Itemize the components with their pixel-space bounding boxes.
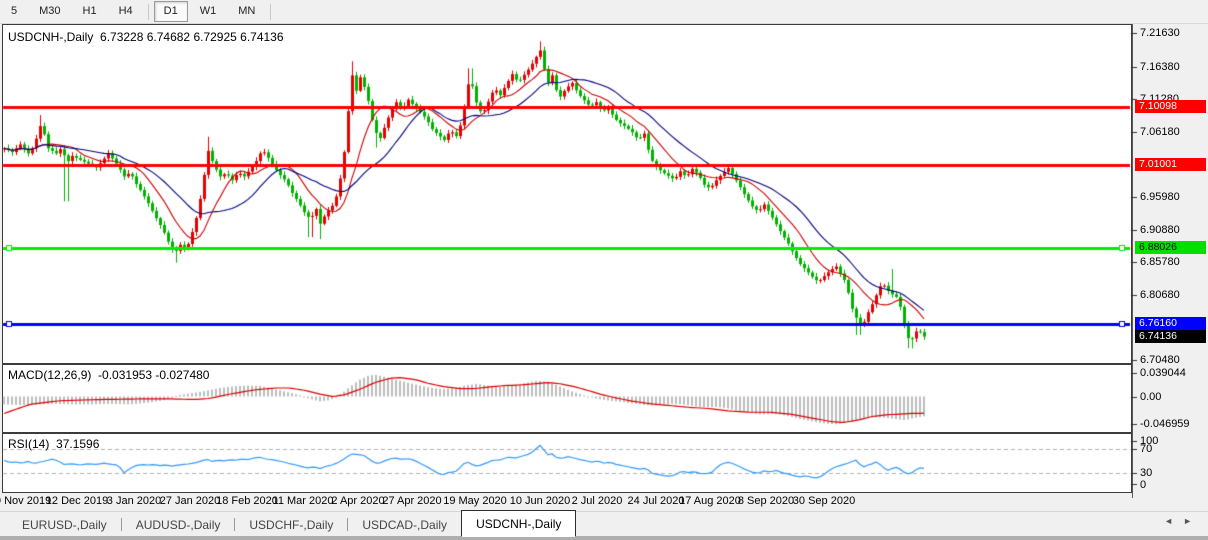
tab-scroll-right-icon[interactable]: ► xyxy=(1183,516,1202,526)
date-label: 8 Sep 2020 xyxy=(737,495,795,507)
date-label: 17 Aug 2020 xyxy=(679,495,741,507)
rsi-tick-label: 100 xyxy=(1140,435,1159,447)
date-label: 2 Jul 2020 xyxy=(571,495,623,507)
chart-ohlc-quotes: 6.73228 6.74682 6.72925 6.74136 xyxy=(100,30,284,44)
date-label: 19 May 2020 xyxy=(443,495,507,507)
date-label: 12 Dec 2019 xyxy=(45,495,109,507)
rsi-tick-label: 30 xyxy=(1140,466,1153,479)
symbol-tab-eurusd[interactable]: EURUSD-,Daily xyxy=(22,517,107,532)
macd-values: -0.031953 -0.027480 xyxy=(98,368,210,382)
price-tick-label: 6.95980 xyxy=(1140,190,1180,203)
price-tick-label: 6.85780 xyxy=(1140,256,1180,269)
price-tag-6.76160: 6.76160 xyxy=(1135,317,1206,331)
price-tag-7.10098: 7.10098 xyxy=(1135,100,1206,114)
chart-title: USDCNH-,Daily 6.73228 6.74682 6.72925 6.… xyxy=(8,30,284,44)
date-label: 10 Jun 2020 xyxy=(509,495,571,507)
date-label: 3 Jan 2020 xyxy=(106,495,162,507)
tab-separator xyxy=(234,518,236,531)
macd-tick-label: 0.00 xyxy=(1140,390,1162,403)
price-tag-6.74136: 6.74136 xyxy=(1135,330,1206,344)
date-label: 24 Jul 2020 xyxy=(627,495,685,507)
date-label: 30 Sep 2020 xyxy=(792,495,856,507)
date-label: 11 Mar 2020 xyxy=(272,495,334,507)
macd-tick-label: -0.046959 xyxy=(1140,418,1190,430)
rsi-tick-label: 70 xyxy=(1140,443,1153,455)
price-tick-label: 6.80680 xyxy=(1140,288,1180,301)
symbol-tab-usdcnh[interactable]: USDCNH-,Daily xyxy=(461,510,577,537)
price-tick-label: 6.90880 xyxy=(1140,223,1180,236)
tab-scroll-left-icon[interactable]: ◄ xyxy=(1164,516,1184,526)
symbol-tab-usdchf[interactable]: USDCHF-,Daily xyxy=(249,517,334,532)
price-tick-label: 7.16380 xyxy=(1140,60,1180,73)
symbol-tab-usdcad[interactable]: USDCAD-,Daily xyxy=(362,517,448,532)
macd-tick-label: 0.039044 xyxy=(1140,366,1186,379)
tab-separator xyxy=(120,518,122,531)
rsi-title: RSI(14) 37.1596 xyxy=(8,437,99,451)
rsi-tick-label: 0 xyxy=(1140,478,1147,491)
date-label: 18 Feb 2020 xyxy=(216,495,278,507)
price-tag-7.01001: 7.01001 xyxy=(1135,158,1206,172)
tab-separator xyxy=(347,518,349,531)
macd-title: MACD(12,26,9) -0.031953 -0.027480 xyxy=(8,368,209,382)
price-tag-6.88026: 6.88026 xyxy=(1135,241,1206,255)
rsi-label: RSI(14) xyxy=(8,437,50,451)
window-bottom-edge xyxy=(0,536,1208,540)
price-tick-label: 7.06180 xyxy=(1140,125,1180,138)
price-tick-label: 7.21630 xyxy=(1140,27,1180,39)
rsi-value: 37.1596 xyxy=(56,437,100,451)
date-label: 27 Jan 2020 xyxy=(159,495,221,507)
symbol-tab-audusd[interactable]: AUDUSD-,Daily xyxy=(135,517,221,532)
date-label: 20 Nov 2019 xyxy=(0,495,52,507)
date-label: 27 Apr 2020 xyxy=(382,495,442,507)
date-label: 2 Apr 2020 xyxy=(331,495,385,507)
symbol-tabbar: EURUSD-,Daily AUDUSD-,Daily USDCHF-,Daily U… xyxy=(0,510,1208,537)
macd-label: MACD(12,26,9) xyxy=(8,368,92,382)
price-tick-label: 6.70480 xyxy=(1140,354,1180,366)
chart-symbol-label: USDCNH-,Daily xyxy=(8,30,94,44)
tab-scroll-arrows: ◄► xyxy=(1164,516,1202,526)
